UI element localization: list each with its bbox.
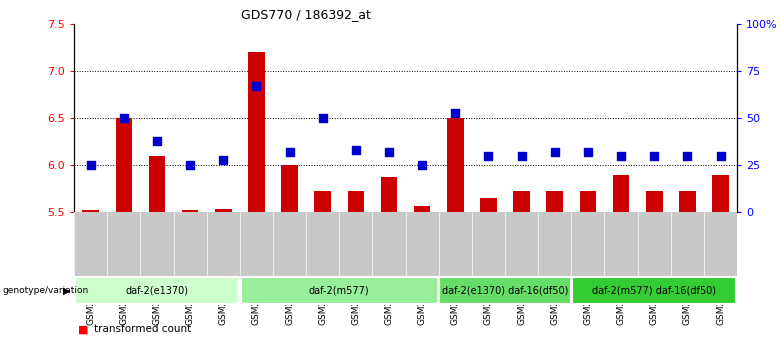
Text: GDS770 / 186392_at: GDS770 / 186392_at (241, 8, 371, 21)
Point (681, 153, 693, 158)
Text: daf-2(e1370) daf-16(df50): daf-2(e1370) daf-16(df50) (441, 286, 569, 296)
Bar (447, 118, 463, 212)
Point (548, 149, 561, 155)
Bar (182, 210, 198, 212)
Point (516, 153, 528, 158)
Bar (75, 277, 239, 304)
Bar (572, 277, 736, 304)
Point (283, 149, 296, 155)
Point (714, 153, 727, 158)
Text: daf-2(m577): daf-2(m577) (309, 286, 370, 296)
Point (582, 149, 594, 155)
Bar (348, 191, 364, 212)
Bar (149, 156, 165, 212)
Text: transformed count: transformed count (94, 325, 191, 334)
Bar (248, 52, 264, 212)
Point (118, 115, 130, 121)
Bar (282, 165, 298, 212)
Bar (115, 118, 132, 212)
Bar (580, 190, 596, 212)
Bar (679, 191, 696, 212)
Point (416, 162, 428, 168)
Point (184, 162, 197, 168)
Point (449, 110, 462, 115)
Text: ■: ■ (78, 325, 88, 334)
Point (349, 147, 362, 153)
Point (482, 153, 495, 158)
Point (250, 83, 263, 89)
Bar (439, 277, 571, 304)
Text: ▶: ▶ (62, 286, 70, 296)
Bar (513, 190, 530, 212)
Point (615, 153, 627, 158)
Bar (83, 210, 99, 212)
Point (648, 153, 661, 158)
Text: genotype/variation: genotype/variation (2, 286, 89, 295)
Bar (215, 209, 232, 212)
Bar (480, 198, 497, 212)
Point (217, 157, 229, 162)
Text: daf-2(m577) daf-16(df50): daf-2(m577) daf-16(df50) (592, 286, 716, 296)
Point (84, 162, 97, 168)
Bar (646, 190, 662, 212)
Bar (240, 277, 438, 304)
Bar (547, 190, 563, 212)
Bar (314, 191, 331, 212)
Text: daf-2(e1370): daf-2(e1370) (126, 286, 189, 296)
Bar (414, 206, 431, 212)
Point (383, 149, 395, 155)
Bar (613, 175, 629, 212)
Bar (712, 175, 729, 212)
Point (317, 115, 329, 121)
Point (151, 138, 163, 144)
Bar (381, 177, 397, 212)
